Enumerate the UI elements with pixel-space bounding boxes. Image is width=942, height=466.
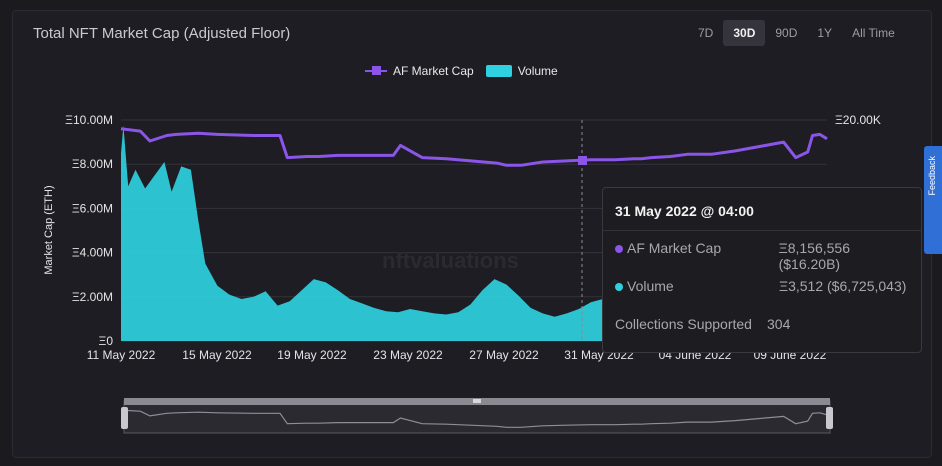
range-handle-left[interactable] bbox=[121, 407, 128, 429]
tooltip-label-market-cap: AF Market Cap bbox=[626, 240, 722, 256]
x-tick-label: 27 May 2022 bbox=[469, 348, 539, 362]
y-left-axis-label: Market Cap (ETH) bbox=[43, 185, 55, 274]
range-all-time[interactable]: All Time bbox=[852, 26, 895, 40]
tooltip-label-collections: Collections Supported bbox=[615, 316, 752, 332]
tooltip-label-volume: Volume bbox=[627, 278, 674, 294]
y-right-tick-label: Ξ20.00K bbox=[835, 113, 881, 127]
watermark-text: nftvaluations bbox=[382, 248, 519, 273]
range-navigator-series bbox=[120, 409, 828, 428]
feedback-tab[interactable]: Feedback bbox=[924, 146, 942, 254]
x-tick-label: 23 May 2022 bbox=[373, 348, 443, 362]
market-cap-line bbox=[120, 127, 828, 167]
range-handle-right[interactable] bbox=[826, 407, 833, 429]
y-left-tick-label: Ξ6.00M bbox=[72, 201, 113, 215]
x-tick-label: 19 May 2022 bbox=[277, 348, 347, 362]
legend-item-volume[interactable]: Volume bbox=[485, 64, 558, 78]
chart-tooltip: 31 May 2022 @ 04:00 AF Market Cap Ξ8,156… bbox=[602, 187, 922, 353]
y-left-tick-label: Ξ0 bbox=[99, 334, 114, 348]
y-left-tick-label: Ξ2.00M bbox=[72, 290, 113, 304]
tooltip-divider bbox=[603, 230, 921, 231]
legend-swatch-volume bbox=[485, 65, 512, 77]
tooltip-value-market-cap: Ξ8,156,556 ($16.20B) bbox=[778, 240, 850, 272]
volume-area bbox=[121, 125, 647, 341]
range-1y[interactable]: 1Y bbox=[817, 26, 833, 40]
y-left-tick-label: Ξ10.00M bbox=[65, 113, 113, 127]
tooltip-row-volume: Volume Ξ3,512 ($6,725,043) bbox=[615, 278, 915, 294]
chart-legend: AF Market Cap Volume bbox=[365, 64, 558, 78]
range-navigator[interactable] bbox=[123, 400, 831, 434]
tooltip-value-collections: 304 bbox=[767, 316, 791, 332]
x-tick-label: 15 May 2022 bbox=[182, 348, 252, 362]
tooltip-title: 31 May 2022 @ 04:00 bbox=[615, 203, 754, 219]
tooltip-row-collections: Collections Supported 304 bbox=[615, 316, 915, 332]
tooltip-value-volume: Ξ3,512 ($6,725,043) bbox=[779, 278, 907, 294]
tooltip-dot-market-cap bbox=[615, 245, 623, 253]
feedback-label: Feedback bbox=[927, 156, 937, 196]
legend-label-market-cap: AF Market Cap bbox=[393, 64, 474, 78]
tooltip-row-market-cap: AF Market Cap Ξ8,156,556 ($16.20B) bbox=[615, 240, 915, 272]
y-left-tick-label: Ξ8.00M bbox=[72, 157, 113, 171]
chart-title: Total NFT Market Cap (Adjusted Floor) bbox=[33, 25, 291, 42]
range-30d[interactable]: 30D bbox=[723, 20, 766, 46]
y-left-tick-label: Ξ4.00M bbox=[72, 246, 113, 260]
hover-marker bbox=[578, 156, 587, 165]
legend-item-market-cap[interactable]: AF Market Cap bbox=[365, 64, 474, 78]
legend-label-volume: Volume bbox=[517, 64, 558, 78]
tooltip-dot-volume bbox=[615, 283, 623, 291]
range-drag-grip[interactable] bbox=[473, 399, 481, 403]
x-tick-label: 11 May 2022 bbox=[87, 348, 156, 362]
range-7d[interactable]: 7D bbox=[698, 26, 714, 40]
legend-swatch-market-cap bbox=[365, 66, 387, 75]
range-90d[interactable]: 90D bbox=[775, 26, 798, 40]
range-selector: 7D 30D 90D 1Y All Time bbox=[688, 20, 905, 46]
